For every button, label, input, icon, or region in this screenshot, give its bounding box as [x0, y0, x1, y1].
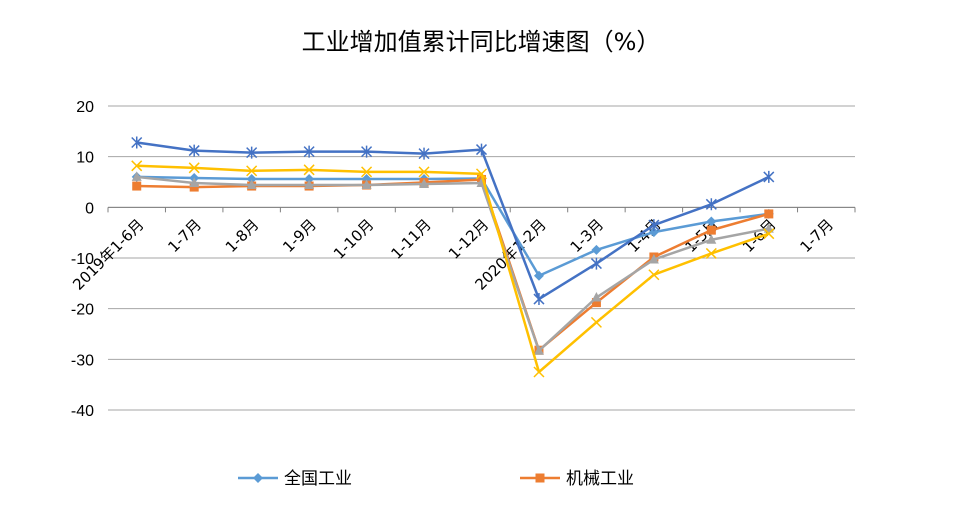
legend-marker [253, 473, 263, 483]
data-point [706, 225, 716, 235]
data-point [189, 177, 200, 188]
legend-item: 全国工业 [238, 469, 352, 489]
series-3 [131, 171, 774, 355]
data-point [361, 166, 373, 178]
data-point [361, 145, 373, 158]
data-point [303, 145, 315, 158]
data-point [246, 173, 257, 184]
data-point [648, 254, 659, 264]
data-point [131, 136, 143, 149]
data-point [418, 166, 430, 178]
y-tick-label: 0 [85, 200, 94, 217]
data-point [591, 244, 602, 255]
y-axis-ticks: 20 10 0 -10 -20 -30 -40 [71, 99, 94, 420]
data-point [189, 182, 199, 192]
data-point [246, 165, 258, 177]
data-point [475, 168, 488, 180]
y-tick-label: -30 [71, 352, 94, 369]
data-point [706, 216, 717, 227]
series-line [136, 175, 769, 277]
series-1 [131, 171, 774, 281]
x-tick-label: 1-12月 [445, 215, 492, 262]
x-tick-label: 1-10月 [330, 215, 377, 262]
y-tick-label: 20 [76, 99, 94, 116]
x-tick-label: 1-7月 [164, 215, 205, 256]
data-point [304, 179, 315, 190]
x-axis: 2019年1-6月 1-7月 1-8月 1-9月 1-10月 1-11月 1-12月2020… [69, 206, 856, 294]
y-tick-label: 10 [76, 150, 94, 167]
data-point [533, 270, 544, 281]
data-point [648, 227, 659, 238]
data-point [246, 179, 257, 190]
data-point [763, 170, 775, 183]
chart-title: 工业增加值累计同比增速图（%） [301, 28, 661, 56]
x-tick-label: 1-7月 [796, 215, 837, 256]
x-tick-label: 1-11月 [387, 215, 434, 262]
y-tick-label: -40 [71, 403, 94, 420]
y-tick-label: -10 [71, 251, 94, 268]
data-point [764, 209, 774, 219]
x-tick-label: 1-9月 [279, 215, 320, 256]
data-point [132, 181, 142, 191]
data-point [303, 164, 315, 176]
data-point [418, 147, 430, 160]
data-point [590, 316, 602, 328]
data-point [706, 234, 717, 244]
data-point [533, 293, 545, 306]
y-tick-label: -20 [71, 302, 94, 319]
data-point [361, 179, 372, 190]
series-line [136, 164, 770, 374]
data-point [763, 228, 775, 240]
series-group [131, 136, 775, 378]
legend-marker [535, 473, 545, 483]
series-5 [131, 136, 775, 306]
data-point [591, 292, 602, 302]
x-tick-label: 1-8月 [222, 215, 263, 256]
data-point [648, 269, 660, 281]
legend-label: 全国工业 [284, 469, 352, 489]
data-point [533, 345, 544, 355]
data-point [648, 219, 660, 232]
data-point [590, 257, 602, 270]
legend-label: 机械工业 [566, 469, 634, 489]
data-point [475, 143, 488, 156]
data-point [533, 366, 545, 378]
data-point [591, 298, 601, 308]
data-point [304, 173, 315, 184]
data-point [246, 146, 258, 159]
series-line [136, 141, 770, 301]
series-line [136, 175, 770, 352]
series-4 [131, 160, 775, 378]
data-point [131, 171, 142, 181]
series-line [136, 178, 770, 352]
legend-item: 机械工业 [520, 469, 634, 489]
data-point [419, 178, 430, 189]
legend: 全国工业 机械工业 [238, 469, 634, 489]
data-point [705, 247, 717, 259]
data-point [188, 162, 200, 174]
data-point [188, 144, 200, 157]
data-point [705, 198, 717, 211]
data-point [131, 160, 143, 172]
